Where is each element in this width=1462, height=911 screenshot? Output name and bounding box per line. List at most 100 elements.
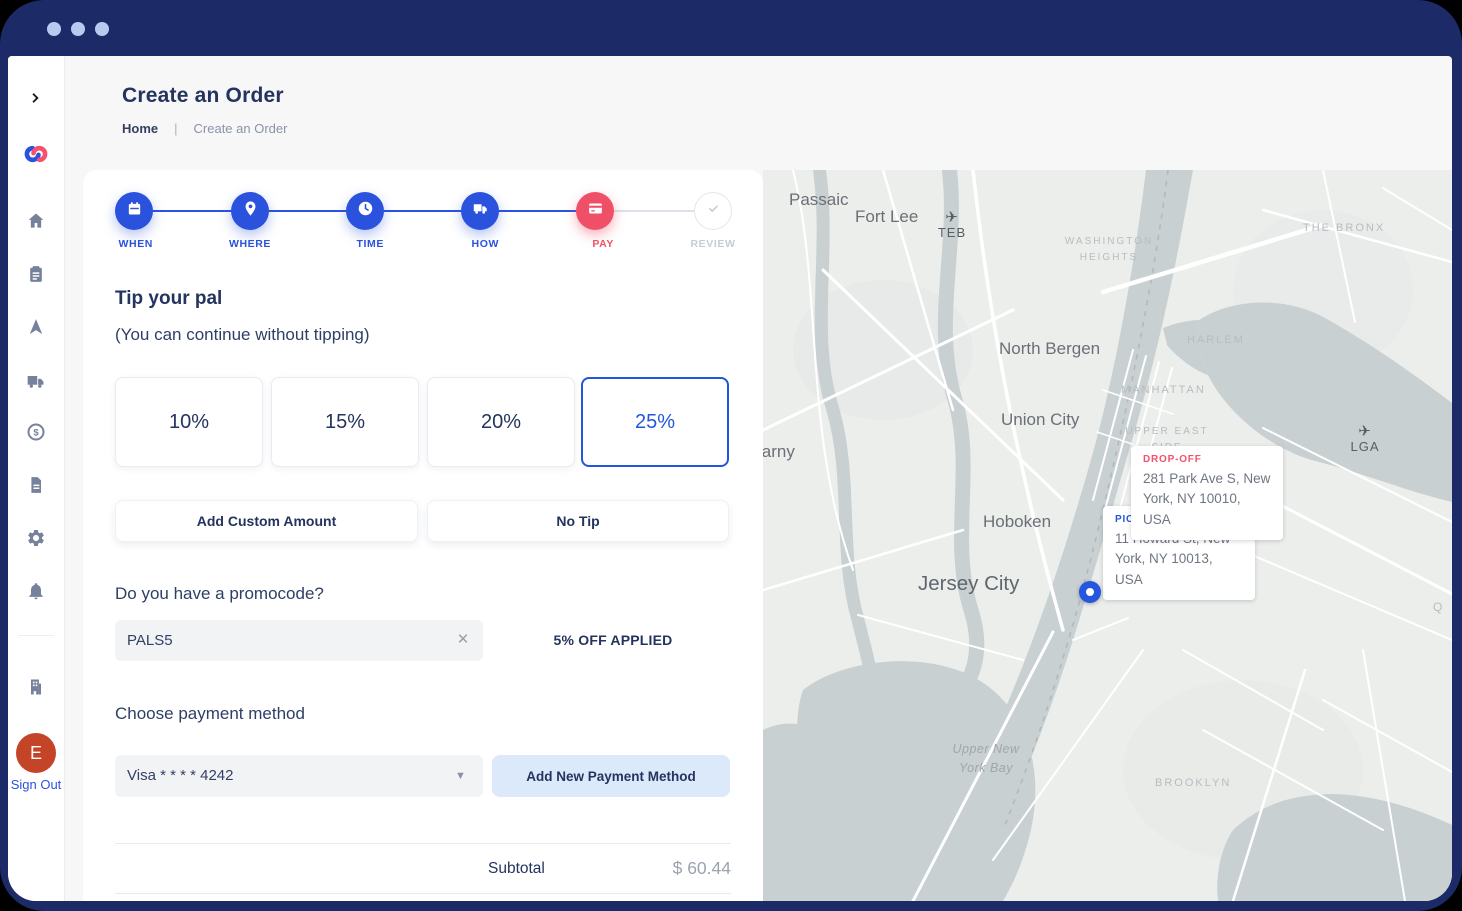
summary-divider-bottom (115, 893, 731, 894)
dropoff-tooltip: DROP-OFF 281 Park Ave S, New York, NY 10… (1131, 446, 1283, 540)
map-pin-icon (242, 200, 259, 222)
tip-option-25-selected[interactable]: 25% (581, 377, 729, 467)
airport-teb-icon: TEB (935, 208, 969, 240)
map-label-manhattan: MANHATTAN (1121, 384, 1206, 396)
sidebar-item-payments[interactable]: $ (24, 422, 48, 446)
summary-divider-top (115, 843, 731, 844)
dropoff-address: 281 Park Ave S, New York, NY 10010, USA (1143, 471, 1271, 527)
step-where: WHERE (228, 192, 272, 252)
dropoff-label: DROP-OFF (1143, 454, 1202, 465)
sidebar-item-company[interactable] (24, 677, 48, 701)
calendar-icon (126, 200, 143, 222)
map-label-hoboken: Hoboken (983, 512, 1052, 531)
map-label-north-bergen: North Bergen (999, 339, 1101, 358)
credit-card-icon (587, 200, 604, 222)
sidebar-item-home[interactable] (24, 211, 48, 235)
promocode-question: Do you have a promocode? (115, 584, 324, 603)
map[interactable]: Passaic TEB Fort Lee WASHINGTON HEIGHTS … (763, 170, 1452, 901)
map-label-brooklyn: BROOKLYN (1155, 777, 1232, 789)
sidebar-item-settings[interactable] (24, 528, 48, 552)
step-how: HOW (461, 192, 499, 252)
home-icon (26, 211, 46, 236)
airport-lga-icon: LGA (1348, 422, 1382, 454)
chevron-right-icon (28, 90, 44, 111)
sidebar-item-fleet[interactable] (24, 371, 48, 395)
breadcrumb-separator: | (174, 121, 178, 136)
map-label-fort-lee: Fort Lee (855, 207, 919, 226)
window-dot[interactable] (47, 22, 61, 36)
tip-option-20[interactable]: 20% (427, 377, 575, 467)
map-label-kearny: Kearny (763, 442, 795, 461)
clear-promocode-icon[interactable] (453, 630, 473, 650)
map-label-upper-new-york-bay: Upper New York Bay (952, 742, 1020, 775)
step-time: TIME (346, 192, 384, 252)
check-icon (705, 200, 722, 222)
step-how-label: HOW (471, 238, 499, 250)
step-time-label: TIME (356, 238, 384, 250)
map-label-harlem: HARLEM (1187, 334, 1245, 346)
step-review-button[interactable] (694, 192, 732, 230)
sidebar-item-invoices[interactable] (24, 475, 48, 499)
tip-heading: Tip your pal (115, 288, 223, 309)
tip-option-15[interactable]: 15% (271, 377, 419, 467)
step-when-label: WHEN (118, 238, 153, 250)
sidebar: $ E Sign Out (8, 56, 65, 901)
company-building-icon (26, 677, 46, 702)
subtotal-value: $ 60.44 (672, 858, 731, 878)
step-when-button[interactable] (115, 192, 153, 230)
breadcrumb-home-link[interactable]: Home (122, 121, 159, 136)
map-label-jersey-city: Jersey City (918, 572, 1020, 595)
sidebar-item-orders[interactable] (24, 264, 48, 288)
pickup-location-marker[interactable] (1079, 581, 1101, 603)
add-new-payment-method-button[interactable]: Add New Payment Method (492, 755, 730, 797)
invoices-document-icon (26, 475, 46, 500)
map-label-the-bronx: THE BRONX (1303, 222, 1386, 234)
subtotal-label: Subtotal (488, 860, 545, 877)
clock-icon (357, 200, 374, 222)
page-title: Create an Order (122, 84, 284, 107)
airport-teb-label: TEB (937, 225, 967, 240)
step-how-button[interactable] (461, 192, 499, 230)
notifications-bell-icon (26, 581, 46, 606)
window-dot[interactable] (95, 22, 109, 36)
promocode-input[interactable] (115, 620, 483, 661)
no-tip-button[interactable]: No Tip (427, 500, 729, 542)
step-pay-label: PAY (592, 238, 614, 250)
step-where-button[interactable] (231, 192, 269, 230)
payments-dollar-icon: $ (26, 422, 46, 447)
step-time-button[interactable] (346, 192, 384, 230)
step-when: WHEN (115, 192, 153, 252)
brand-logo-icon (21, 139, 51, 174)
map-label-washington-heights: WASHINGTON HEIGHTS (1064, 236, 1154, 263)
order-form-panel: WHEN WHERE TIME HOW (83, 170, 763, 901)
add-custom-amount-button[interactable]: Add Custom Amount (115, 500, 418, 542)
sign-out-button[interactable]: Sign Out (10, 777, 62, 792)
map-label-union-city: Union City (1001, 410, 1080, 429)
airport-lga-label: LGA (1350, 439, 1380, 454)
map-canvas (763, 170, 1452, 901)
window-dot[interactable] (71, 22, 85, 36)
step-pay-button[interactable] (576, 192, 614, 230)
stepper-connector-upcoming (595, 210, 713, 212)
tip-option-10[interactable]: 10% (115, 377, 263, 467)
avatar[interactable]: E (16, 733, 56, 773)
sidebar-item-dispatch[interactable] (24, 317, 48, 341)
sidebar-collapse-button[interactable] (24, 88, 48, 112)
window-titlebar (0, 0, 1462, 56)
step-where-label: WHERE (228, 238, 272, 250)
sidebar-item-notifications[interactable] (24, 581, 48, 605)
fleet-truck-icon (26, 371, 46, 396)
step-review: REVIEW (690, 192, 735, 252)
orders-clipboard-icon (26, 264, 46, 289)
chevron-down-icon[interactable] (455, 755, 466, 797)
step-pay: PAY (576, 192, 614, 252)
truck-icon (472, 200, 489, 222)
dispatch-arrow-icon (26, 317, 46, 342)
settings-gear-icon (26, 528, 46, 553)
tip-note: (You can continue without tipping) (115, 325, 370, 344)
payment-method-select[interactable]: Visa * * * * 4242 (115, 755, 483, 797)
brand-logo[interactable] (18, 138, 54, 174)
step-review-label: REVIEW (690, 238, 736, 250)
breadcrumb: Home | Create an Order (122, 121, 287, 136)
